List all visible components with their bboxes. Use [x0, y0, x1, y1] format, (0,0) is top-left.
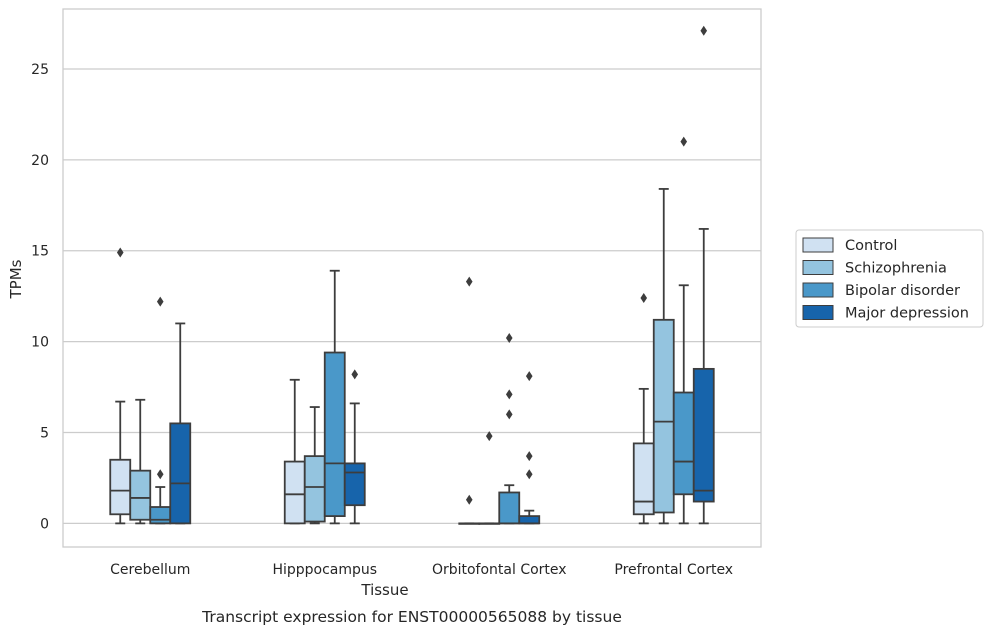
legend-item: Control [802, 237, 897, 254]
legend: Control Schizophrenia Bipolar disorder Majo… [795, 229, 984, 328]
box-plot-series [109, 25, 715, 525]
outlier-point [505, 409, 513, 420]
y-axis-title: TPMs [7, 259, 25, 299]
box-group [109, 247, 132, 525]
legend-label: Major depression [845, 306, 969, 322]
outlier-point [156, 296, 164, 307]
outlier-point [525, 451, 533, 462]
outlier-point [525, 469, 533, 480]
box-group [169, 322, 192, 525]
legend-label: Schizophrenia [845, 261, 947, 277]
outlier-point [700, 25, 708, 36]
box [109, 458, 132, 516]
x-axis-ticks: Cerebellum Hipppocampus Orbitofontal Corte… [110, 562, 733, 578]
outlier-point [485, 431, 493, 442]
outlier-point [525, 371, 533, 382]
box-group [498, 332, 521, 525]
box [672, 391, 695, 496]
legend-swatch [802, 237, 834, 253]
outlier-point [465, 494, 473, 505]
legend-label: Control [845, 238, 897, 254]
y-tick-label: 5 [40, 425, 49, 441]
box [652, 318, 675, 514]
series-schizophrenia [129, 188, 675, 525]
y-tick-label: 15 [31, 244, 49, 260]
box-group [478, 431, 501, 525]
legend-item: Major depression [802, 305, 969, 322]
legend-label: Bipolar disorder [845, 283, 960, 299]
box-group [343, 369, 366, 525]
legend-swatch [802, 305, 834, 320]
box [692, 367, 715, 503]
box [518, 515, 541, 525]
outlier-point [505, 332, 513, 343]
outlier-point [116, 247, 124, 258]
box-group [323, 269, 346, 525]
y-axis-ticks: 0 5 10 15 20 25 [31, 62, 49, 532]
outlier-point [640, 292, 648, 303]
box-group [672, 136, 695, 525]
box-group [632, 292, 655, 525]
y-tick-label: 25 [31, 62, 49, 78]
box [303, 455, 326, 523]
box [632, 442, 655, 516]
plot-frame [62, 8, 762, 548]
box-group [129, 398, 152, 525]
series-bipolar-disorder [149, 136, 695, 525]
y-tick-label: 10 [31, 335, 49, 351]
chart-caption: Transcript expression for ENST0000056508… [201, 608, 622, 626]
x-tick-label: Orbitofontal Cortex [432, 562, 567, 578]
legend-swatch [802, 260, 834, 275]
outlier-point [351, 369, 359, 380]
outlier-point [156, 469, 164, 480]
outlier-point [680, 136, 688, 147]
box-group [692, 25, 715, 525]
x-tick-label: Cerebellum [110, 562, 190, 578]
box [343, 462, 366, 507]
y-tick-label: 20 [31, 153, 49, 169]
box [149, 506, 172, 525]
x-tick-label: Hipppocampus [272, 562, 377, 578]
legend-swatch [802, 282, 834, 298]
box-group [518, 371, 541, 525]
box [323, 351, 346, 518]
box-group [652, 188, 675, 525]
box [498, 491, 521, 525]
box-group [283, 378, 306, 525]
legend-item: Bipolar disorder [802, 282, 960, 299]
box-group [149, 296, 172, 525]
y-tick-label: 0 [40, 516, 49, 532]
series-control [109, 247, 655, 525]
x-tick-label: Prefrontal Cortex [614, 562, 733, 578]
legend-items: Control Schizophrenia Bipolar disorder Majo… [802, 237, 969, 322]
outlier-point [465, 276, 473, 287]
x-axis-title: Tissue [360, 581, 408, 599]
box-group [303, 406, 326, 525]
legend-frame [795, 229, 984, 328]
outlier-point [505, 389, 513, 400]
box [169, 422, 192, 525]
box-group [458, 276, 481, 525]
box [283, 460, 306, 525]
legend-item: Schizophrenia [802, 260, 947, 277]
series-major-depression [169, 25, 715, 525]
box [129, 469, 152, 521]
